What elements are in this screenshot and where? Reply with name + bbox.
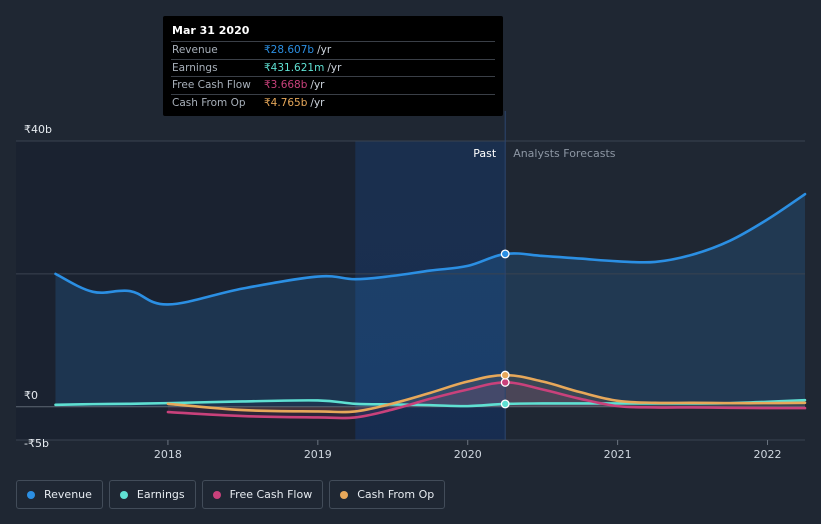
tooltip-name: Cash From Op	[172, 96, 246, 109]
legend: Revenue Earnings Free Cash Flow Cash Fro…	[16, 480, 446, 509]
legend-item-free-cash-flow[interactable]: Free Cash Flow	[201, 480, 324, 509]
tooltip-name: Revenue	[172, 44, 218, 57]
legend-label: Free Cash Flow	[229, 488, 313, 501]
series-line-free-cash-flow	[166, 381, 807, 420]
legend-dot-icon	[340, 490, 349, 499]
x-tick-label: 2020	[454, 448, 482, 461]
highlight-point-earnings	[500, 399, 510, 409]
past-label: Past	[473, 147, 497, 160]
forecast-label: Analysts Forecasts	[513, 147, 616, 160]
legend-label: Cash From Op	[357, 488, 435, 501]
y-axis-label: ₹40b	[24, 123, 52, 136]
series-line-revenue	[54, 192, 807, 306]
y-axis-label: ₹0	[24, 389, 38, 402]
tooltip-row-revenue: Revenue ₹28.607b /yr	[171, 41, 495, 59]
tooltip-value: ₹4.765b	[264, 96, 308, 109]
tooltip-name: Earnings	[172, 61, 218, 74]
legend-label: Earnings	[136, 488, 185, 501]
tooltip-date: Mar 31 2020	[172, 24, 250, 37]
x-tick-label: 2022	[754, 448, 782, 461]
tooltip-unit: /yr	[310, 79, 325, 92]
tooltip-row-earnings: Earnings ₹431.621m /yr	[171, 58, 495, 77]
legend-item-revenue[interactable]: Revenue	[16, 480, 103, 509]
legend-dot-icon	[27, 490, 35, 499]
legend-dot-icon	[119, 490, 128, 499]
legend-item-cash-from-op[interactable]: Cash From Op	[329, 480, 446, 509]
x-tick-label: 2021	[604, 448, 632, 461]
legend-item-earnings[interactable]: Earnings	[108, 480, 196, 509]
tooltip-value: ₹28.607b	[264, 44, 315, 57]
x-tick-label: 2018	[154, 448, 182, 461]
highlight-point-revenue	[500, 249, 510, 259]
tooltip-name: Free Cash Flow	[172, 79, 251, 92]
tooltip-unit: /yr	[327, 61, 342, 74]
legend-label: Revenue	[44, 488, 92, 501]
highlight-point-free-cash-flow	[500, 377, 510, 387]
y-axis-label: -₹5b	[24, 437, 49, 450]
x-tick-label: 2019	[304, 448, 332, 461]
past-highlight-band	[355, 141, 506, 440]
revenue-area	[55, 194, 805, 407]
tooltip: Mar 31 2020 Revenue ₹28.607b /yr Earning…	[163, 16, 503, 116]
tooltip-unit: /yr	[317, 44, 332, 57]
highlight-point-cash-from-op	[500, 370, 510, 380]
tooltip-row-free-cash-flow: Free Cash Flow ₹3.668b /yr	[171, 76, 495, 94]
tooltip-value: ₹431.621m	[264, 61, 325, 74]
series-line-cash-from-op	[166, 373, 807, 414]
tooltip-unit: /yr	[310, 96, 325, 109]
legend-dot-icon	[212, 490, 221, 499]
series-area	[167, 382, 806, 419]
tooltip-value: ₹3.668b	[264, 79, 308, 92]
tooltip-row-cash-from-op: Cash From Op ₹4.765b /yr	[171, 93, 495, 112]
